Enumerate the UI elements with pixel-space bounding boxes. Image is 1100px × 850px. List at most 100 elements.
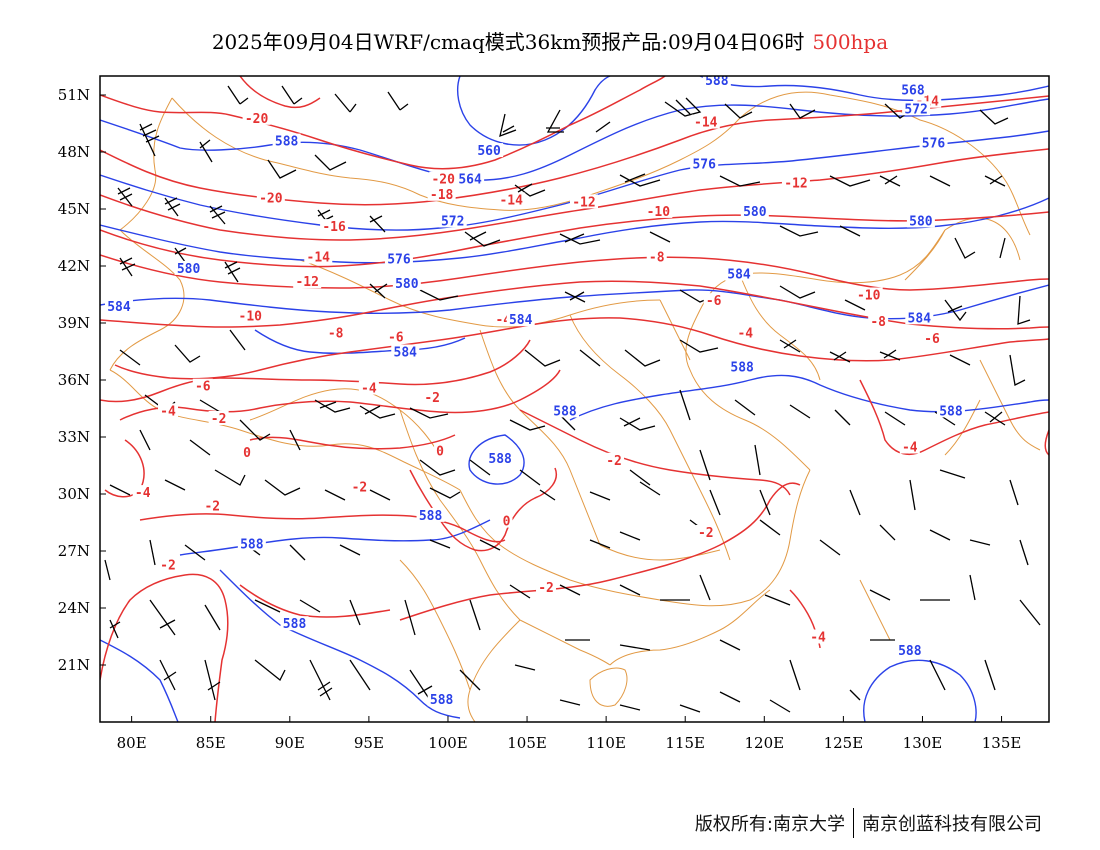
longitude-tick-label: 125E	[824, 734, 864, 752]
temperature-label: -4	[361, 382, 377, 397]
height-label: 588	[939, 404, 963, 419]
temperature-label: -4	[160, 404, 176, 419]
height-label-bg	[906, 213, 935, 228]
height-label-bg	[486, 450, 515, 465]
temperature-label: -4	[902, 441, 918, 456]
temperature-label: -20	[259, 192, 283, 207]
map-title: 2025年09月04日WRF/cmaq模式36km预报产品:09月04日06时 5…	[0, 26, 1100, 55]
height-label-bg	[104, 298, 133, 313]
temperature-label-bg	[293, 274, 322, 289]
height-label-bg	[438, 213, 467, 228]
latitude-tick-label: 24N	[58, 599, 90, 617]
temperature-label-bg	[500, 513, 513, 528]
height-label-bg	[740, 203, 769, 218]
height-label-bg	[427, 692, 456, 707]
latitude-tick-label: 33N	[58, 428, 90, 446]
temperature-label-bg	[320, 219, 349, 234]
title-text: 2025年09月04日WRF/cmaq模式36km预报产品:09月04日06时	[211, 30, 805, 54]
temperature-contours	[100, 76, 1049, 722]
latitude-tick-label: 48N	[58, 143, 90, 161]
height-label: 584	[394, 346, 418, 361]
longitude-tick-label: 115E	[665, 734, 705, 752]
height-label-bg	[551, 403, 580, 418]
temperature-label: -8	[870, 315, 886, 330]
temperature-label-bg	[325, 325, 346, 340]
temperature-label: -4	[135, 486, 151, 501]
longitude-tick-label: 105E	[507, 734, 547, 752]
temperature-label-bg	[569, 194, 598, 209]
temperature-label-bg	[208, 411, 229, 425]
latitude-tick-label: 21N	[58, 656, 90, 674]
temperature-label-bg	[781, 175, 810, 190]
temperature-label: -16	[322, 220, 346, 235]
longitude-tick-label: 85E	[196, 734, 226, 752]
temperature-label: -2	[606, 454, 622, 469]
longitude-tick-label: 130E	[903, 734, 943, 752]
height-label-bg	[392, 276, 421, 291]
temperature-label: -2	[424, 391, 440, 406]
temperature-label: -6	[195, 380, 211, 395]
temperature-label-bg	[236, 308, 265, 323]
height-label: 588	[898, 644, 922, 659]
height-label: 580	[177, 262, 201, 277]
temperature-label-bg	[644, 203, 673, 218]
height-label: 560	[477, 144, 501, 159]
temperature-label-bg	[132, 485, 153, 500]
longitude-tick-label: 80E	[117, 734, 147, 752]
height-label: 584	[727, 268, 751, 283]
temperature-label-bg	[241, 445, 254, 460]
height-label: 568	[901, 83, 925, 98]
height-label-bg	[280, 616, 309, 631]
temperature-label: -6	[924, 332, 940, 347]
temperature-label: -20	[431, 173, 455, 188]
temperature-label-bg	[921, 331, 942, 346]
height-label-bg	[724, 266, 753, 281]
height-label-bg	[919, 135, 948, 150]
temperature-label: -6	[706, 294, 722, 309]
temperature-label: -14	[694, 116, 718, 131]
height-label: 584	[908, 311, 932, 326]
latitude-tick-label: 27N	[58, 542, 90, 560]
temperature-label-bg	[158, 403, 179, 418]
height-label: 576	[922, 137, 946, 152]
temperature-label-bg	[854, 287, 883, 302]
longitude-tick-label: 100E	[428, 734, 468, 752]
height-label-bg	[702, 76, 731, 87]
height-label-bg	[902, 101, 931, 116]
height-label-bg	[237, 536, 266, 551]
height-label: 588	[419, 509, 443, 524]
latitude-tick-label: 30N	[58, 485, 90, 503]
copyright-right: 南京创蓝科技有限公司	[862, 814, 1042, 835]
temperature-label-bg	[192, 378, 213, 393]
temperature-label: -2	[204, 499, 220, 514]
temperature-label-bg	[695, 525, 716, 539]
longitude-tick-label: 90E	[275, 734, 305, 752]
temperature-label: -12	[295, 275, 318, 290]
temperature-label-layer: -20-20-20-18-16-14-14-14-14-12-12-12-10-…	[132, 93, 942, 646]
temperature-label: -12	[572, 195, 595, 210]
temperature-label-bg	[304, 249, 333, 264]
height-label: 588	[488, 452, 512, 467]
temperature-label: -8	[649, 251, 665, 266]
height-label: 580	[395, 277, 419, 292]
temperature-label-bg	[536, 580, 557, 595]
temperature-label-bg	[349, 479, 370, 494]
height-label-bg	[272, 133, 301, 148]
temperature-label-bg	[427, 186, 456, 201]
temperature-label: -10	[857, 289, 881, 304]
temperature-label: -8	[328, 327, 344, 342]
temperature-label-bg	[497, 192, 526, 207]
temperature-label-bg	[242, 110, 271, 125]
height-label: 580	[909, 214, 933, 229]
longitude-tick-label: 95E	[354, 734, 384, 752]
temperature-label-bg	[691, 114, 720, 129]
latitude-tick-label: 39N	[58, 314, 90, 332]
temperature-label: -10	[647, 205, 671, 220]
height-label-bg	[905, 310, 934, 325]
temperature-label-bg	[385, 329, 406, 344]
latitude-tick-label: 42N	[58, 257, 90, 275]
temperature-label: 0	[436, 444, 444, 459]
temperature-label-bg	[202, 498, 223, 513]
temperature-label-bg	[422, 390, 443, 405]
